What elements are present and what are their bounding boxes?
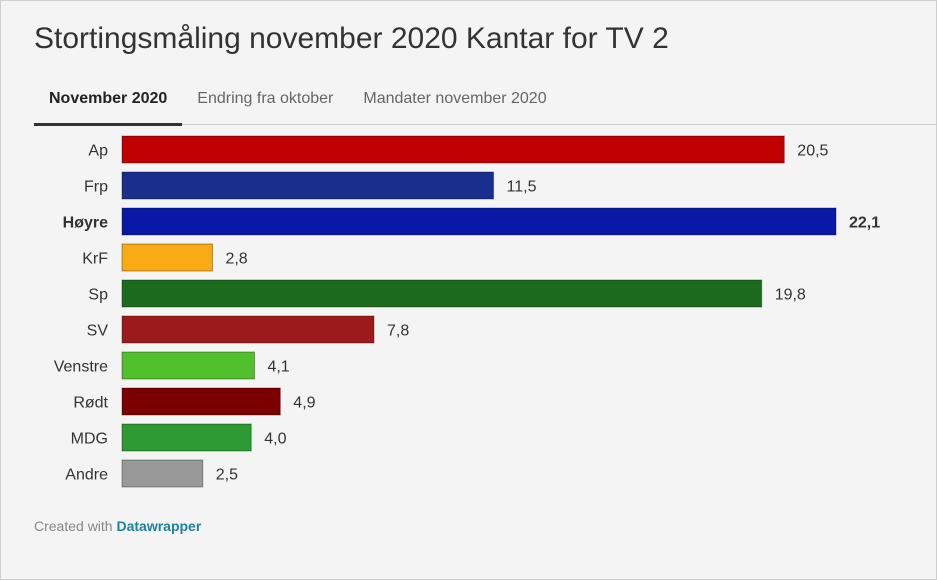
category-label-venstre: Venstre — [54, 359, 108, 376]
value-label-sv: 7,8 — [387, 323, 409, 340]
page-title: Stortingsmåling november 2020 Kantar for… — [34, 22, 669, 55]
value-label-andre: 2,5 — [216, 467, 238, 484]
value-label-ap: 20,5 — [797, 143, 828, 160]
value-label-rodt: 4,9 — [293, 395, 315, 412]
footer-prefix: Created with — [34, 518, 113, 534]
value-label-krf: 2,8 — [225, 251, 247, 268]
value-label-frp: 11,5 — [507, 179, 537, 196]
value-label-sp: 19,8 — [775, 287, 806, 304]
bar-krf — [121, 243, 213, 272]
category-label-hoyre: Høyre — [63, 215, 108, 232]
value-label-mdg: 4,0 — [264, 431, 286, 448]
bar-ap — [121, 135, 785, 164]
bar-mdg — [121, 423, 252, 452]
category-label-sv: SV — [87, 323, 109, 340]
category-label-rodt: Rødt — [73, 395, 108, 412]
bar-sv — [121, 315, 375, 344]
bar-frp — [121, 171, 495, 200]
bar-venstre — [121, 351, 255, 380]
category-label-andre: Andre — [65, 467, 108, 484]
bar-andre — [121, 459, 204, 488]
category-label-mdg: MDG — [71, 431, 108, 448]
datawrapper-link[interactable]: Datawrapper — [116, 518, 202, 534]
category-label-frp: Frp — [84, 179, 108, 196]
tab-bar: November 2020 Endring fra oktober Mandat… — [34, 86, 937, 126]
category-label-krf: KrF — [82, 251, 108, 268]
bar-rodt — [121, 387, 281, 416]
footer: Created with Datawrapper — [34, 518, 201, 534]
value-label-venstre: 4,1 — [267, 359, 289, 376]
tab-mandater-november-2020[interactable]: Mandater november 2020 — [363, 90, 547, 107]
tab-endring-fra-oktober[interactable]: Endring fra oktober — [197, 90, 334, 107]
bar-sp — [121, 279, 763, 308]
bar-chart: Ap 20,5 Frp 11,5 Høyre 22,1 KrF 2,8 Sp 19,8 SV 7,8 V… — [54, 135, 880, 488]
value-label-hoyre: 22,1 — [849, 215, 880, 232]
bar-hoyre — [121, 207, 837, 236]
category-label-ap: Ap — [88, 143, 108, 160]
category-label-sp: Sp — [88, 287, 108, 304]
tab-november-2020[interactable]: November 2020 — [34, 86, 183, 126]
